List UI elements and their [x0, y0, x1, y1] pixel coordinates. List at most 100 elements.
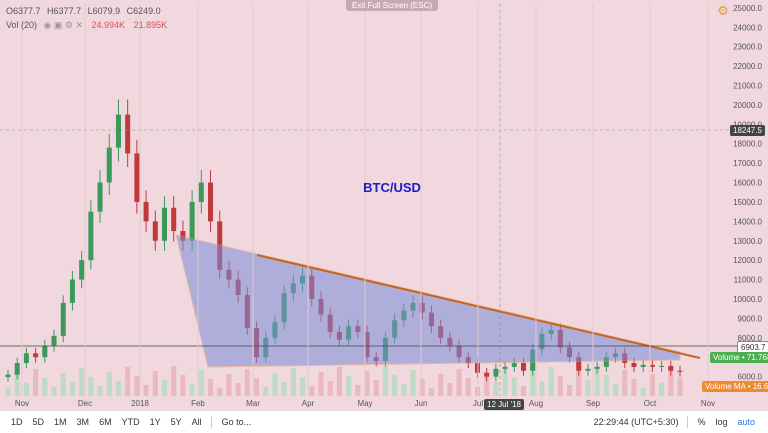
y-tick-label: 25000.0 [733, 4, 762, 13]
volume-bar [171, 366, 177, 396]
candle-body [677, 370, 683, 372]
volume-bar [336, 367, 342, 396]
volume-bar [318, 372, 324, 396]
volume-bar [327, 381, 333, 396]
y-tick-label: 21000.0 [733, 82, 762, 91]
x-tick-label: Oct [644, 399, 657, 408]
ohlc-open: O6377.7 [6, 6, 41, 16]
candle-body [171, 207, 177, 232]
percent-toggle[interactable]: % [697, 417, 706, 427]
volume-bar [346, 376, 352, 396]
volume-bar [401, 384, 407, 396]
range-button-3m[interactable]: 3M [76, 417, 90, 427]
candle-body [659, 365, 665, 367]
volume-bar [235, 383, 241, 396]
range-button-1m[interactable]: 1M [54, 417, 67, 427]
volume-label: Vol (20) [6, 20, 38, 30]
bottom-toolbar: 1D 5D 1M 3M 6M YTD 1Y 5Y All Go to... 22:29:44 (… [0, 410, 768, 433]
range-button-5y[interactable]: 5Y [170, 417, 182, 427]
x-tick-label: Aug [529, 399, 543, 408]
chart-area[interactable]: 6000.07000.08000.09000.010000.011000.012… [0, 0, 768, 410]
ohlc-close: C6249.0 [126, 6, 161, 16]
volume-bar [88, 377, 94, 396]
clock-text: 22:29:44 (UTC+5:30) [593, 417, 679, 427]
range-button-6m[interactable]: 6M [99, 417, 112, 427]
volume-bar [511, 377, 517, 396]
candle-body [474, 363, 480, 373]
y-tick-label: 24000.0 [733, 23, 762, 32]
ohlc-low: L6079.9 [87, 6, 121, 16]
toolbar-divider-right [687, 416, 689, 428]
y-tick-label: 8000.0 [738, 334, 763, 343]
x-tick-label: Feb [191, 399, 205, 408]
volume-bar [594, 366, 600, 396]
volume-bar [355, 385, 361, 396]
candle-body [143, 201, 149, 222]
range-button-5d[interactable]: 5D [32, 417, 45, 427]
candle-body [5, 374, 11, 378]
ohlc-high: H6377.7 [47, 6, 82, 16]
candle-body [97, 182, 103, 212]
y-tick-label: 11000.0 [734, 276, 763, 285]
candle-body [14, 363, 20, 375]
volume-bar [208, 379, 214, 396]
candle-body [649, 364, 655, 367]
candle-body [125, 114, 131, 154]
volume-bar [521, 386, 527, 396]
volume-bar [244, 369, 250, 396]
time-badge: 12 Jul '18 [484, 399, 524, 410]
volume-bar [115, 381, 121, 396]
crosshair-price-badge: 18247.5 [730, 125, 765, 136]
exit-fullscreen-button[interactable]: Exit Full Screen (ESC) [346, 0, 439, 11]
volume-bar [23, 383, 29, 396]
volume-bar [281, 382, 287, 396]
x-axis: Nov Dec 2018 Feb Mar Apr May Jun Jul Aug Sep Oct Nov [15, 4, 715, 408]
volume-bar [217, 388, 223, 396]
volume-bar [42, 378, 48, 396]
volume-bar [152, 371, 158, 396]
legend-icons[interactable]: ◉ ▣ ⚙ ✕ [43, 20, 84, 30]
volume-bar [465, 378, 471, 396]
volume-bar [106, 372, 112, 396]
volume-bar [51, 387, 57, 396]
y-tick-label: 6000.0 [738, 373, 763, 382]
volume-bar [447, 383, 453, 396]
triangle-pattern [175, 234, 681, 368]
x-tick-label: Nov [701, 399, 715, 408]
volume-bar [677, 378, 683, 396]
volume-bar [539, 381, 545, 396]
candle-body [51, 335, 57, 346]
volume-bar [33, 369, 39, 396]
candle-body [640, 364, 646, 367]
volume-bar [373, 380, 379, 396]
range-button-all[interactable]: All [191, 417, 202, 427]
volume-bar [69, 382, 75, 396]
range-button-ytd[interactable]: YTD [121, 417, 140, 427]
log-toggle[interactable]: log [715, 417, 728, 427]
candle-body [576, 357, 582, 371]
volume-bar [419, 379, 425, 396]
range-button-1d[interactable]: 1D [11, 417, 23, 427]
candle-body [208, 182, 214, 222]
goto-button[interactable]: Go to... [221, 417, 252, 427]
volume-bar [603, 375, 609, 396]
range-button-1y[interactable]: 1Y [149, 417, 161, 427]
volume-bar [576, 371, 582, 396]
y-axis: 6000.07000.08000.09000.010000.011000.012… [733, 4, 762, 382]
x-tick-label: Sep [586, 399, 601, 408]
x-tick-label: Jun [415, 399, 428, 408]
auto-toggle[interactable]: auto [737, 417, 755, 427]
candle-body [134, 153, 140, 202]
volume-bar [5, 388, 11, 396]
volume-layer [5, 366, 683, 396]
settings-gear-icon[interactable]: ⚙ [717, 3, 729, 18]
volume-bar [502, 368, 508, 396]
candle-body [502, 366, 508, 369]
y-tick-label: 12000.0 [733, 256, 762, 265]
volume-bar [493, 382, 499, 396]
candle-body [79, 260, 85, 280]
price-chart[interactable]: 6000.07000.08000.09000.010000.011000.012… [0, 0, 768, 410]
candle-body [668, 365, 674, 371]
ohlc-legend: O6377.7 H6377.7 L6079.9 C6249.0 [6, 6, 165, 16]
candle-body [88, 211, 94, 261]
